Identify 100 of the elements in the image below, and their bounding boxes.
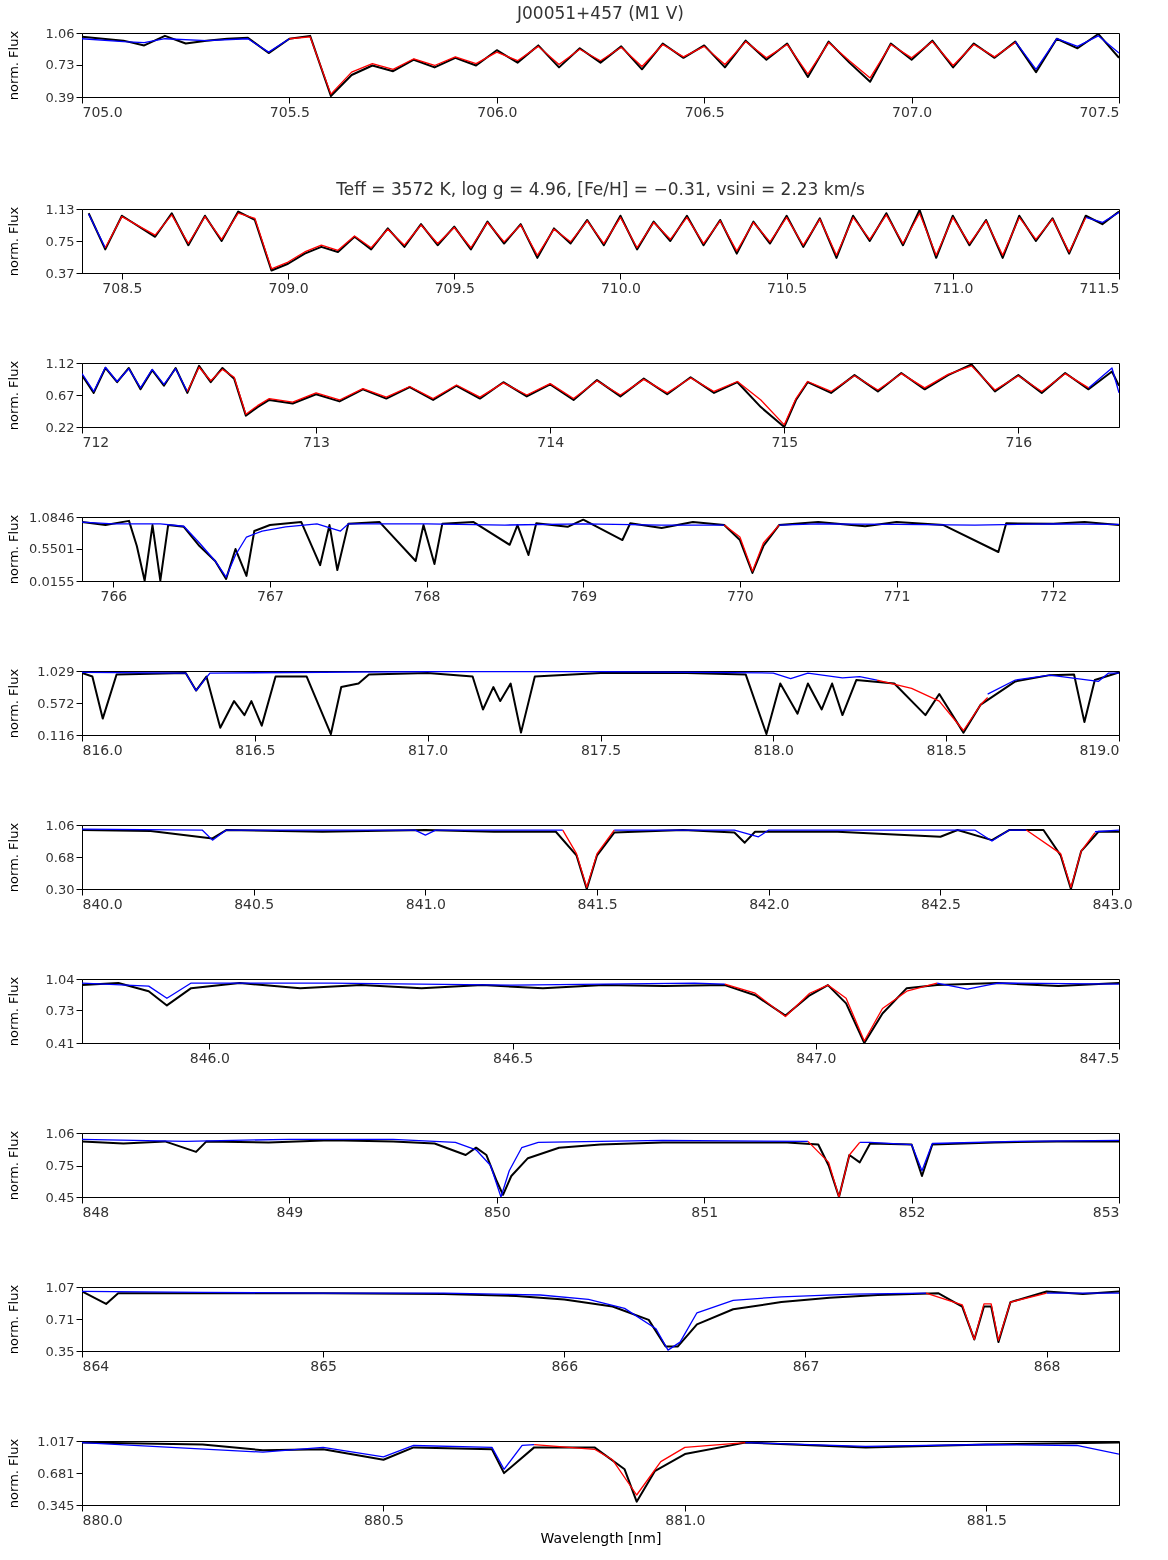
x-tick-label: 846.5 [493,1049,534,1066]
y-tick-label: 0.345 [37,1497,75,1513]
y-tick-label: 0.71 [45,1311,75,1327]
x-tick-label: 818.0 [753,741,794,758]
x-tick-label: 850 [483,1203,511,1220]
x-tick-label: 846.0 [189,1049,230,1066]
x-tick-label: 772 [1040,587,1068,604]
chart-title: J00051+457 (M1 V) [516,3,684,23]
y-axis-title: norm. Flux [5,976,21,1047]
x-tick-label: 852 [898,1203,926,1220]
x-tick-label: 847.5 [1079,1049,1120,1066]
y-tick-label: 0.116 [37,727,75,743]
x-tick-label: 843.0 [1092,895,1133,912]
y-tick-label: 0.5501 [29,541,75,557]
y-tick-label: 0.39 [45,89,75,105]
y-tick-label: 0.73 [45,57,75,73]
x-tick-label: 842.0 [749,895,790,912]
x-tick-label: 841.5 [577,895,618,912]
x-tick-label: 768 [413,587,441,604]
y-tick-label: 0.22 [45,419,75,435]
x-tick-label: 715 [771,433,799,450]
x-tick-label: 865 [310,1357,338,1374]
x-tick-label: 868 [1033,1357,1061,1374]
y-tick-label: 0.0155 [29,573,75,589]
y-tick-label: 0.37 [45,265,75,281]
x-tick-label: 818.5 [926,741,967,758]
y-tick-label: 1.04 [45,971,75,987]
y-tick-label: 1.029 [37,663,75,679]
x-tick-label: 853 [1092,1203,1120,1220]
x-tick-label: 880.5 [363,1511,404,1528]
line-series [724,982,938,1042]
x-tick-label: 769 [570,587,598,604]
y-tick-label: 1.07 [45,1279,75,1295]
y-axis-title: norm. Flux [5,514,21,585]
y-tick-label: 1.13 [45,201,75,217]
x-tick-label: 816.0 [82,741,123,758]
y-tick-label: 1.12 [45,355,75,371]
y-axis-title: norm. Flux [5,1130,21,1201]
x-tick-label: 712 [82,433,110,450]
line-series [723,524,780,572]
y-tick-label: 1.06 [45,1125,75,1141]
x-tick-label: 716 [1005,433,1033,450]
y-tick-label: 0.30 [45,881,75,897]
y-tick-label: 0.572 [37,695,75,711]
x-tick-label: 880.0 [82,1511,123,1528]
x-tick-label: 864 [82,1357,110,1374]
x-tick-label: 841.0 [405,895,446,912]
x-tick-label: 705.5 [269,103,310,120]
y-tick-label: 0.35 [45,1343,75,1359]
x-tick-label: 819.0 [1079,741,1120,758]
x-tick-label: 710.0 [600,279,641,296]
x-tick-label: 709.0 [268,279,309,296]
x-tick-label: 840.0 [82,895,123,912]
x-tick-label: 847.0 [796,1049,837,1066]
x-tick-label: 816.5 [235,741,276,758]
line-series [288,36,1016,95]
y-axis-title: norm. Flux [5,1284,21,1355]
x-tick-label: 767 [257,587,284,604]
y-axis-title: norm. Flux [5,206,21,277]
y-tick-label: 1.06 [45,25,75,41]
line-series [925,1292,1048,1341]
y-tick-label: 1.017 [37,1433,75,1449]
x-tick-label: 817.0 [408,741,449,758]
y-axis-title: norm. Flux [5,1438,21,1509]
x-tick-label: 711.0 [933,279,974,296]
x-tick-label: 881.0 [665,1511,706,1528]
y-axis-title: norm. Flux [5,360,21,431]
x-axis-title: Wavelength [nm] [540,1529,662,1546]
y-tick-label: 1.06 [45,817,75,833]
y-axis-title: norm. Flux [5,30,21,101]
y-tick-label: 0.67 [45,387,75,403]
x-tick-label: 706.0 [477,103,518,120]
y-tick-label: 0.41 [45,1035,75,1051]
x-tick-label: 708.5 [102,279,143,296]
x-tick-label: 766 [100,587,128,604]
line-series [186,365,1090,426]
chart-title: Teff = 3572 K, log g = 4.96, [Fe/H] = −0.31, vsini = 2.23 km/s [335,179,865,199]
x-tick-label: 867 [792,1357,820,1374]
line-series [82,829,1119,889]
y-tick-label: 0.68 [45,849,75,865]
x-tick-label: 851 [691,1203,719,1220]
line-series [876,679,989,732]
x-tick-label: 713 [303,433,330,450]
x-tick-label: 866 [551,1357,579,1374]
x-tick-label: 881.5 [966,1511,1007,1528]
line-series [807,1140,861,1197]
y-axis-title: norm. Flux [5,668,21,739]
x-tick-label: 707.0 [892,103,933,120]
x-tick-label: 709.5 [434,279,475,296]
y-tick-label: 0.75 [45,1158,75,1174]
y-tick-label: 0.681 [37,1465,75,1481]
x-tick-label: 706.5 [684,103,725,120]
line-series [533,1441,746,1496]
y-axis-title: norm. Flux [5,822,21,893]
y-tick-label: 1.0846 [29,509,75,525]
x-tick-label: 711.5 [1079,279,1120,296]
x-tick-label: 707.5 [1079,103,1120,120]
y-tick-label: 0.73 [45,1002,75,1018]
x-tick-label: 848 [82,1203,110,1220]
x-tick-label: 714 [537,433,565,450]
